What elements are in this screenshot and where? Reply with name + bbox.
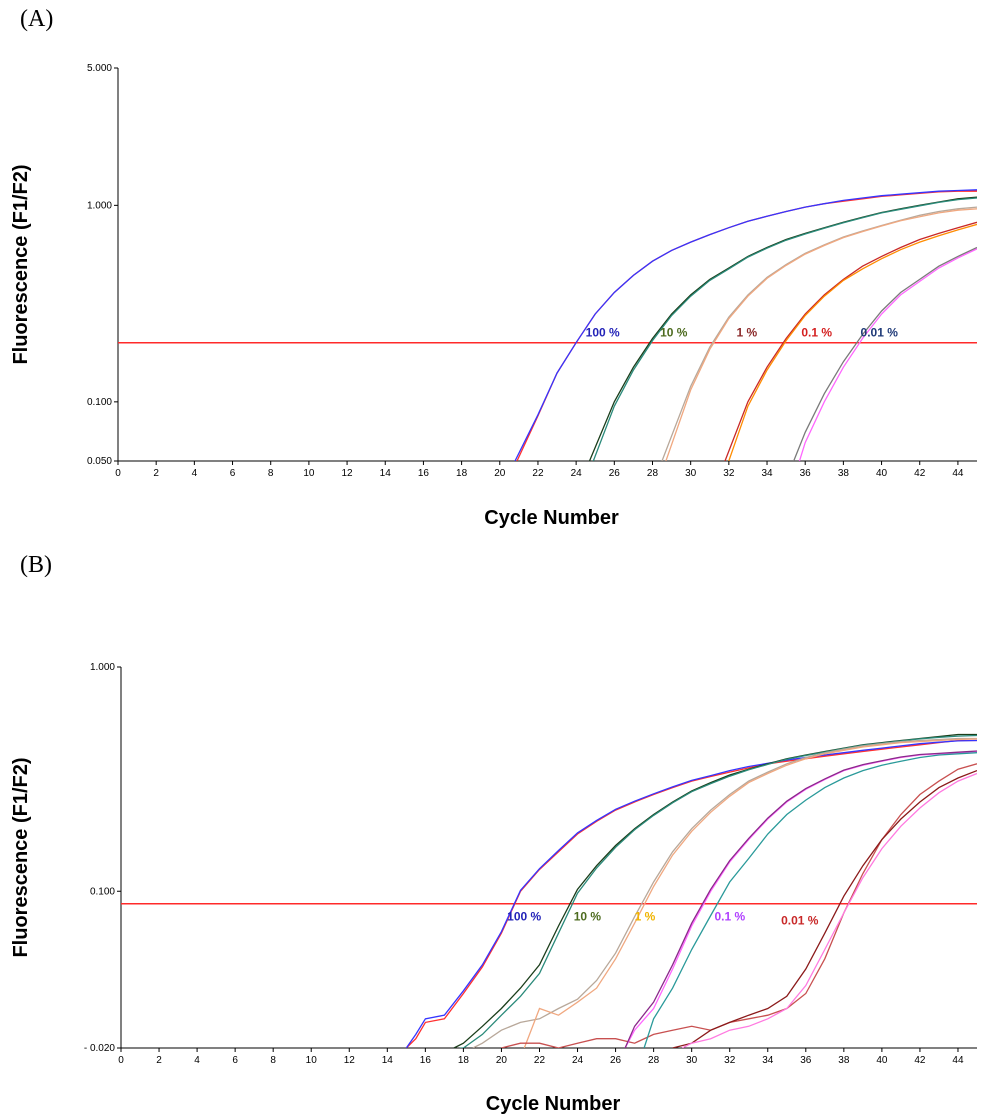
series-line	[501, 763, 977, 1048]
x-tick-label: 34	[762, 1055, 774, 1066]
x-tick-label: 42	[914, 1055, 926, 1066]
x-tick-label: 14	[382, 1055, 394, 1066]
y-tick-label: 1.000	[90, 662, 115, 673]
series-line	[624, 750, 977, 1048]
x-tick-label: 36	[800, 468, 812, 479]
x-tick-label: 4	[194, 1055, 200, 1066]
series-line	[672, 769, 977, 1048]
x-tick-label: 28	[648, 1055, 660, 1066]
x-tick-label: 42	[914, 468, 926, 479]
series-line	[665, 208, 977, 461]
x-tick-label: 0	[118, 1055, 124, 1066]
series-annotation: 0.1 %	[714, 910, 745, 924]
series-line	[459, 734, 977, 1048]
series-line	[728, 223, 977, 461]
x-tick-label: 16	[420, 1055, 432, 1066]
series-line	[472, 737, 977, 1048]
series-annotation: 0.01 %	[861, 326, 899, 340]
series-line	[724, 221, 977, 461]
x-tick-label: 18	[458, 1055, 470, 1066]
x-tick-label: 26	[610, 1055, 622, 1066]
x-tick-label: 18	[456, 468, 468, 479]
x-axis-title: Cycle Number	[486, 1093, 621, 1115]
x-tick-label: 38	[838, 1055, 850, 1066]
panel-label-b: (B)	[20, 552, 52, 578]
series-line	[514, 189, 977, 461]
series-annotation: 1 %	[736, 326, 757, 340]
x-tick-label: 6	[230, 468, 236, 479]
x-tick-label: 32	[724, 1055, 736, 1066]
x-tick-label: 20	[494, 468, 506, 479]
x-tick-label: 40	[876, 1055, 888, 1066]
series-line	[798, 248, 977, 461]
chart-a: 0 2 4 6 8 10 12 14 16 18 20 22 24 26 28 30 32 34 36 38 40 42 4…	[10, 63, 977, 529]
series-annotation: 1 %	[635, 910, 656, 924]
x-tick-label: 8	[268, 468, 274, 479]
series-annotation: 100 %	[507, 910, 541, 924]
x-tick-label: 36	[800, 1055, 812, 1066]
x-tick-label: 44	[952, 468, 964, 479]
x-tick-label: 26	[609, 468, 621, 479]
series-line	[523, 738, 977, 1048]
y-tick-label: 0.050	[87, 456, 112, 467]
series-group	[514, 189, 977, 461]
x-tick-label: 38	[838, 468, 850, 479]
x-tick-label: 0	[115, 468, 121, 479]
series-annotation: 10 %	[660, 326, 688, 340]
x-tick-label: 24	[571, 468, 583, 479]
x-tick-label: 6	[232, 1055, 238, 1066]
x-tick-label: 44	[952, 1055, 964, 1066]
x-tick-label: 30	[685, 468, 697, 479]
x-tick-label: 22	[534, 1055, 546, 1066]
x-tick-label: 14	[380, 468, 392, 479]
x-tick-label: 28	[647, 468, 659, 479]
series-annotation: 10 %	[574, 910, 602, 924]
y-axis-title: Fluorescence (F1/F2)	[10, 757, 32, 957]
y-tick-label: 0.100	[90, 886, 115, 897]
series-annotation: 0.01 %	[781, 914, 819, 928]
series-annotation: 0.1 %	[801, 326, 832, 340]
x-tick-label: 12	[342, 468, 354, 479]
y-tick-label: 1.000	[87, 200, 112, 211]
x-tick-label: 40	[876, 468, 888, 479]
x-tick-label: 20	[496, 1055, 508, 1066]
y-tick-label: 0.100	[87, 397, 112, 408]
x-tick-label: 24	[572, 1055, 584, 1066]
series-annotation: 100 %	[586, 326, 620, 340]
series-line	[681, 772, 977, 1048]
x-axis-title: Cycle Number	[484, 507, 619, 529]
x-tick-label: 2	[153, 468, 159, 479]
x-tick-label: 16	[418, 468, 430, 479]
series-line	[405, 739, 977, 1048]
panel-label-a: (A)	[20, 6, 54, 32]
chart-b: 0 2 4 6 8 10 12 14 16 18 20 22 24 26 28 30 32 34 36 38 40 42 4…	[10, 662, 977, 1115]
series-line	[643, 752, 977, 1048]
x-tick-label: 32	[723, 468, 735, 479]
series-line	[405, 739, 977, 1048]
x-tick-label: 12	[344, 1055, 356, 1066]
y-tick-label: 5.000	[87, 63, 112, 74]
x-tick-label: 10	[306, 1055, 318, 1066]
x-tick-label: 8	[270, 1055, 276, 1066]
x-tick-label: 2	[156, 1055, 162, 1066]
y-tick-label: - 0.020	[84, 1043, 116, 1054]
y-axis-title: Fluorescence (F1/F2)	[10, 164, 32, 364]
x-tick-label: 30	[686, 1055, 698, 1066]
x-tick-label: 34	[761, 468, 773, 479]
x-tick-label: 22	[532, 468, 544, 479]
series-group	[405, 733, 977, 1048]
series-line	[592, 197, 977, 461]
series-line	[793, 246, 977, 461]
x-tick-label: 10	[303, 468, 315, 479]
series-line	[588, 196, 977, 461]
series-line	[624, 750, 977, 1048]
x-tick-label: 4	[192, 468, 198, 479]
